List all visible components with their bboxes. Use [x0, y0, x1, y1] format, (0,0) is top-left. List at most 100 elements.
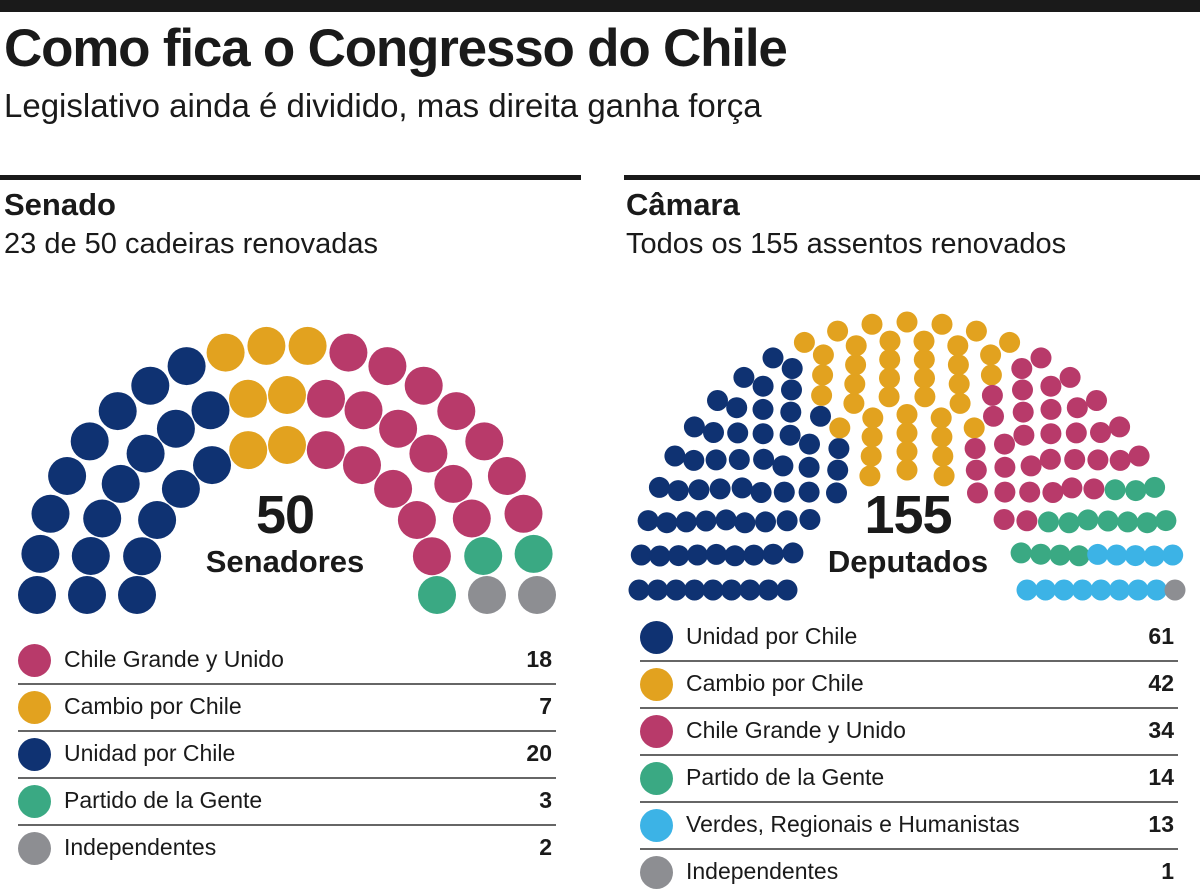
senado-legend-name-unidad-por-chile: Unidad por Chile: [64, 740, 236, 766]
senado-seat-unidad-por-chile: [126, 434, 165, 473]
senado-seat-unidad-por-chile: [71, 537, 110, 575]
camara-seat-unidad-por-chile: [731, 477, 753, 499]
camara-seat-chile-grande-y-unido: [1020, 455, 1042, 477]
senado-seat-chile-grande-y-unido: [397, 501, 436, 539]
camara-legend-swatch-partido-de-la-gente: [640, 762, 673, 795]
camara-legend-row-partido-de-la-gente: Partido de la Gente 14: [640, 756, 1178, 803]
senado-seat-chile-grande-y-unido: [368, 347, 407, 386]
camara-seat-partido-de-la-gente: [1125, 480, 1147, 502]
camara-seat-unidad-por-chile: [798, 456, 820, 478]
camara-seat-chile-grande-y-unido: [1109, 416, 1131, 438]
camara-seat-cambio-por-chile: [843, 392, 865, 414]
camara-seat-chile-grande-y-unido: [1087, 449, 1109, 471]
camara-seat-unidad-por-chile: [664, 445, 686, 467]
senado-total-label: Senadores: [205, 544, 365, 579]
camara-seat-cambio-por-chile: [913, 349, 935, 371]
camara-seat-unidad-por-chile: [688, 479, 710, 501]
senado-legend-row-cambio-por-chile: Cambio por Chile 7: [18, 685, 556, 732]
camara-legend-value-chile-grande-y-unido: 34: [1148, 717, 1174, 743]
senado-seat-partido-de-la-gente: [514, 534, 553, 573]
camara-seat-cambio-por-chile: [914, 386, 936, 408]
camara-seat-chile-grande-y-unido: [1064, 449, 1086, 470]
senado-seat-chile-grande-y-unido: [374, 469, 413, 508]
senado-legend-value-unidad-por-chile: 20: [526, 740, 552, 766]
camara-seat-unidad-por-chile: [683, 449, 705, 471]
senado-legend-name-cambio-por-chile: Cambio por Chile: [64, 693, 242, 719]
senado-seat-unidad-por-chile: [131, 366, 170, 405]
camara-seat-unidad-por-chile: [826, 482, 847, 504]
camara-seat-partido-de-la-gente: [1144, 476, 1166, 498]
camara-total-number: 155: [864, 485, 952, 545]
senado-legend-row-partido-de-la-gente: Partido de la Gente 3: [18, 779, 556, 826]
camara-seat-chile-grande-y-unido: [1128, 445, 1150, 467]
camara-seat-cambio-por-chile: [827, 320, 849, 342]
camara-seat-partido-de-la-gente: [1155, 510, 1177, 532]
camara-seat-cambio-por-chile: [965, 320, 987, 342]
camara-seat-unidad-por-chile: [628, 579, 650, 601]
camara-seat-cambio-por-chile: [793, 331, 815, 353]
camara-seat-partido-de-la-gente: [1104, 479, 1126, 501]
senado-seat-independentes: [468, 576, 506, 614]
senado-seat-chile-grande-y-unido: [487, 457, 526, 495]
camara-seat-partido-de-la-gente: [1010, 542, 1032, 564]
camara-seat-cambio-por-chile: [930, 407, 952, 429]
camara-seat-cambio-por-chile: [860, 445, 882, 467]
senado-seat-chile-grande-y-unido: [307, 379, 345, 418]
camara-legend-value-verdes-regionais-e-humanistas: 13: [1148, 811, 1174, 837]
camara-seat-cambio-por-chile: [811, 384, 833, 406]
camara-seat-partido-de-la-gente: [1077, 509, 1099, 531]
senado-legend-swatch-independentes: [18, 832, 51, 865]
camara-seat-unidad-por-chile: [753, 448, 775, 470]
camara-seat-unidad-por-chile: [667, 480, 689, 502]
camara-seat-unidad-por-chile: [675, 511, 697, 533]
camara-seat-unidad-por-chile: [810, 405, 831, 427]
camara-seat-chile-grande-y-unido: [964, 438, 986, 459]
senado-seat-unidad-por-chile: [156, 409, 195, 448]
senado-seat-chile-grande-y-unido: [306, 431, 345, 470]
camara-seat-cambio-por-chile: [862, 407, 884, 429]
senado-legend-swatch-unidad-por-chile: [18, 738, 51, 771]
camara-seat-unidad-por-chile: [705, 449, 727, 471]
camara-seat-cambio-por-chile: [812, 364, 834, 386]
camara-seat-chile-grande-y-unido: [1065, 422, 1087, 444]
camara-seat-cambio-por-chile: [861, 313, 883, 335]
camara-legend-value-cambio-por-chile: 42: [1148, 670, 1174, 696]
camara-seat-chile-grande-y-unido: [1083, 478, 1105, 500]
camara-seat-cambio-por-chile: [999, 331, 1021, 353]
camara-seat-unidad-por-chile: [705, 543, 727, 565]
camara-seat-chile-grande-y-unido: [1012, 379, 1033, 401]
camara-seat-cambio-por-chile: [812, 344, 834, 366]
senado-legend-swatch-chile-grande-y-unido: [18, 644, 51, 677]
senado-legend-value-chile-grande-y-unido: 18: [526, 646, 552, 672]
camara-seat-cambio-por-chile: [879, 330, 901, 352]
camara-seat-verdes-regionais-e-humanistas: [1162, 544, 1184, 566]
camara-seat-verdes-regionais-e-humanistas: [1072, 579, 1093, 601]
senado-seat-chile-grande-y-unido: [404, 366, 443, 405]
camara-seat-unidad-por-chile: [695, 510, 717, 532]
camara-legend-swatch-chile-grande-y-unido: [640, 715, 673, 748]
camara-seat-verdes-regionais-e-humanistas: [1109, 579, 1130, 601]
camara-seat-partido-de-la-gente: [1058, 512, 1080, 534]
senado-seat-cambio-por-chile: [206, 333, 245, 372]
camara-seat-cambio-por-chile: [963, 417, 985, 439]
camara-seat-unidad-por-chile: [798, 481, 820, 503]
camara-seat-chile-grande-y-unido: [965, 459, 987, 481]
camara-seat-cambio-por-chile: [949, 392, 971, 414]
camara-seat-unidad-por-chile: [782, 542, 804, 564]
camara-seat-partido-de-la-gente: [1049, 544, 1071, 566]
senado-legend-row-independentes: Independentes 2: [18, 826, 556, 871]
camara-seat-cambio-por-chile: [980, 344, 1002, 366]
camara-seat-chile-grande-y-unido: [994, 433, 1015, 455]
camara-seat-verdes-regionais-e-humanistas: [1053, 579, 1075, 601]
camara-hemicycle: [628, 311, 1186, 601]
camara-seat-unidad-por-chile: [683, 416, 705, 438]
camara-seat-unidad-por-chile: [649, 545, 671, 567]
camara-total: 155 Deputados: [808, 486, 1008, 580]
camara-seat-unidad-por-chile: [743, 544, 765, 566]
senado-hemicycle: [18, 326, 556, 614]
camara-seat-chile-grande-y-unido: [1061, 477, 1083, 499]
camara-seat-unidad-por-chile: [734, 512, 756, 534]
camara-legend-swatch-independentes: [640, 856, 673, 889]
camara-seat-unidad-por-chile: [709, 478, 731, 500]
camara-legend-name-independentes: Independentes: [686, 858, 839, 884]
